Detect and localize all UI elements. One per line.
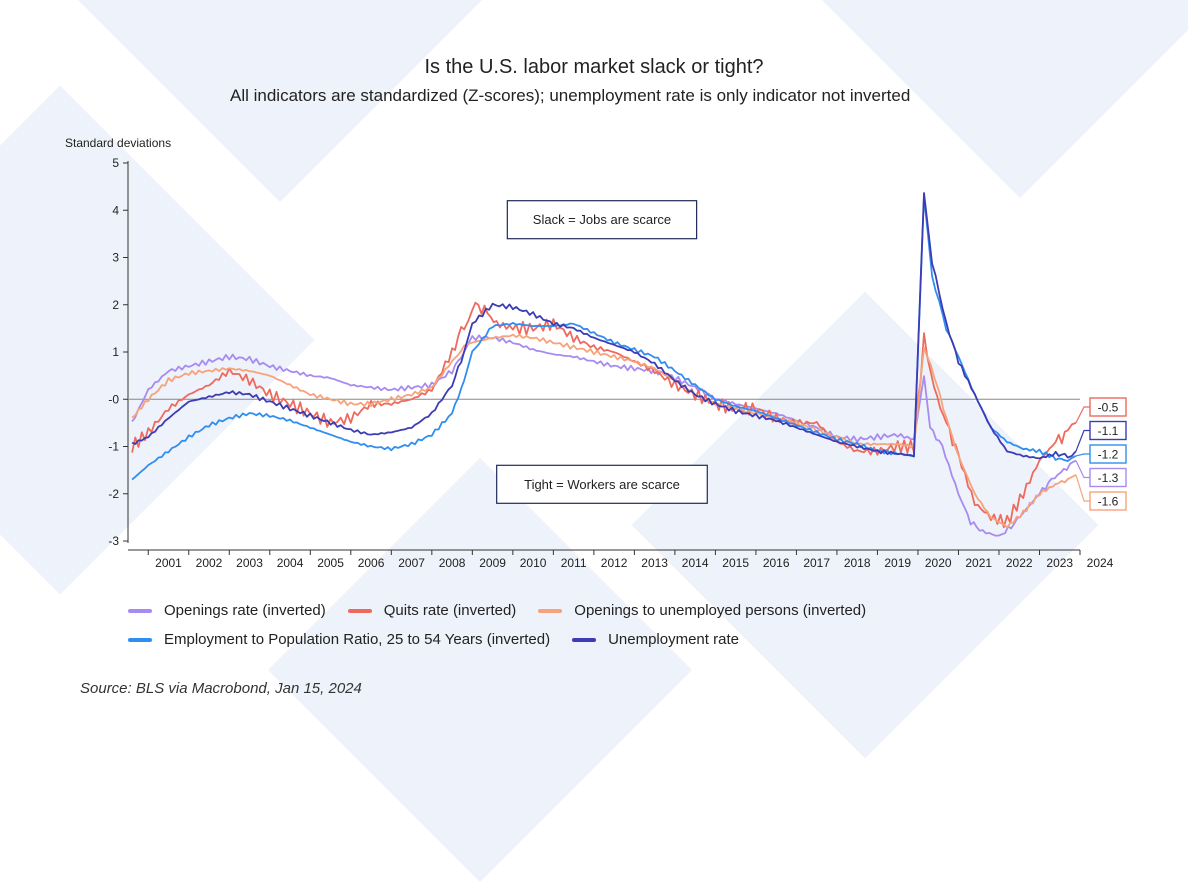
x-tick-label: 2017 — [803, 556, 830, 570]
end-label-leader — [1075, 406, 1090, 424]
legend-item-unemployment-rate: Unemployment rate — [572, 631, 739, 648]
x-tick-label: 2011 — [561, 556, 587, 570]
y-tick-label: -0 — [108, 392, 119, 406]
x-tick-label: 2003 — [236, 556, 263, 570]
x-tick-label: 2008 — [439, 556, 466, 570]
x-tick-label: 2014 — [682, 556, 709, 570]
end-label-box — [1089, 491, 1127, 511]
x-tick-label: 2009 — [479, 556, 506, 570]
legend-swatch — [128, 608, 152, 613]
x-tick-label: 2004 — [277, 556, 304, 570]
x-tick-label: 2012 — [601, 556, 628, 570]
end-label-leader — [1075, 453, 1090, 457]
legend-label: Openings rate (inverted) — [164, 602, 326, 619]
end-label-leader — [1075, 460, 1090, 479]
x-tick-label: 2015 — [722, 556, 749, 570]
end-label-box — [1089, 467, 1127, 488]
x-tick-label: 2006 — [358, 556, 385, 570]
legend-swatch — [347, 608, 372, 613]
x-tick-label: 2016 — [763, 556, 790, 570]
end-label: -0.5 — [1098, 401, 1119, 415]
source-note: Source: BLS via Macrobond, Jan 15, 2024 — [80, 680, 362, 697]
x-tick-label: 2013 — [641, 556, 668, 570]
end-label-leader — [1075, 474, 1090, 502]
y-tick-label: -1 — [108, 440, 119, 454]
x-tick-label: 2001 — [155, 556, 182, 570]
y-tick-label: -3 — [108, 534, 119, 548]
end-label: -1.6 — [1098, 495, 1119, 509]
annotation-text: Slack = Jobs are scarce — [533, 212, 671, 227]
x-tick-label: 2010 — [520, 556, 547, 570]
end-label: -1.1 — [1098, 424, 1119, 438]
chart-title: Is the U.S. labor market slack or tight? — [424, 56, 764, 78]
annotation-box — [496, 464, 708, 504]
legend-item-openings-to-unemployed: Openings to unemployed persons (inverted… — [538, 602, 866, 619]
legend-item-openings-rate: Openings rate (inverted) — [128, 602, 326, 619]
chart-subtitle: All indicators are standardized (Z-score… — [230, 86, 911, 105]
end-label-box — [1089, 444, 1127, 464]
y-tick-label: 2 — [112, 298, 119, 312]
end-label-box — [1089, 397, 1127, 417]
series-line — [131, 333, 1077, 529]
legend-label: Employment to Population Ratio, 25 to 54… — [164, 631, 551, 648]
x-tick-label: 2024 — [1087, 556, 1114, 570]
series-line — [131, 334, 1077, 537]
y-tick-label: 4 — [112, 203, 119, 217]
x-tick-label: 2007 — [398, 556, 425, 570]
x-tick-label: 2023 — [1046, 556, 1073, 570]
legend-label: Quits rate (inverted) — [383, 602, 517, 619]
legend-row: Openings rate (inverted) Quits rate (inv… — [128, 596, 888, 625]
legend-label: Unemployment rate — [608, 631, 739, 648]
x-tick-label: 2022 — [1006, 556, 1033, 570]
legend-row: Employment to Population Ratio, 25 to 54… — [128, 625, 888, 654]
x-tick-label: 2019 — [884, 556, 911, 570]
y-tick-label: -2 — [108, 487, 119, 501]
end-label-leader — [1075, 429, 1090, 452]
series-line — [131, 301, 1077, 529]
y-tick-label: 1 — [112, 345, 119, 359]
end-label-box — [1089, 420, 1127, 441]
legend-swatch — [128, 637, 152, 642]
x-tick-label: 2005 — [317, 556, 344, 570]
x-tick-label: 2021 — [965, 556, 992, 570]
x-tick-label: 2020 — [925, 556, 952, 570]
y-axis-label: Standard deviations — [65, 136, 171, 150]
y-tick-label: 5 — [112, 156, 119, 170]
annotation-box — [506, 200, 698, 240]
series-line — [131, 192, 1077, 460]
legend-item-employment-population: Employment to Population Ratio, 25 to 54… — [128, 631, 550, 648]
legend-swatch — [572, 637, 597, 642]
end-label: -1.3 — [1098, 471, 1119, 485]
line-chart: Standard deviations 5 4 3 2 1 -0 -1 -2 -3 2001 200… — [65, 136, 1127, 570]
x-tick-label: 2002 — [196, 556, 223, 570]
legend-swatch — [538, 608, 563, 613]
annotation-text: Tight = Workers are scarce — [524, 477, 680, 492]
chart-legend: Openings rate (inverted) Quits rate (inv… — [128, 596, 888, 654]
legend-label: Openings to unemployed persons (inverted… — [574, 602, 867, 619]
y-tick-label: 3 — [112, 251, 119, 265]
end-label: -1.2 — [1098, 448, 1119, 462]
x-tick-label: 2018 — [844, 556, 871, 570]
legend-item-quits-rate: Quits rate (inverted) — [347, 602, 517, 619]
